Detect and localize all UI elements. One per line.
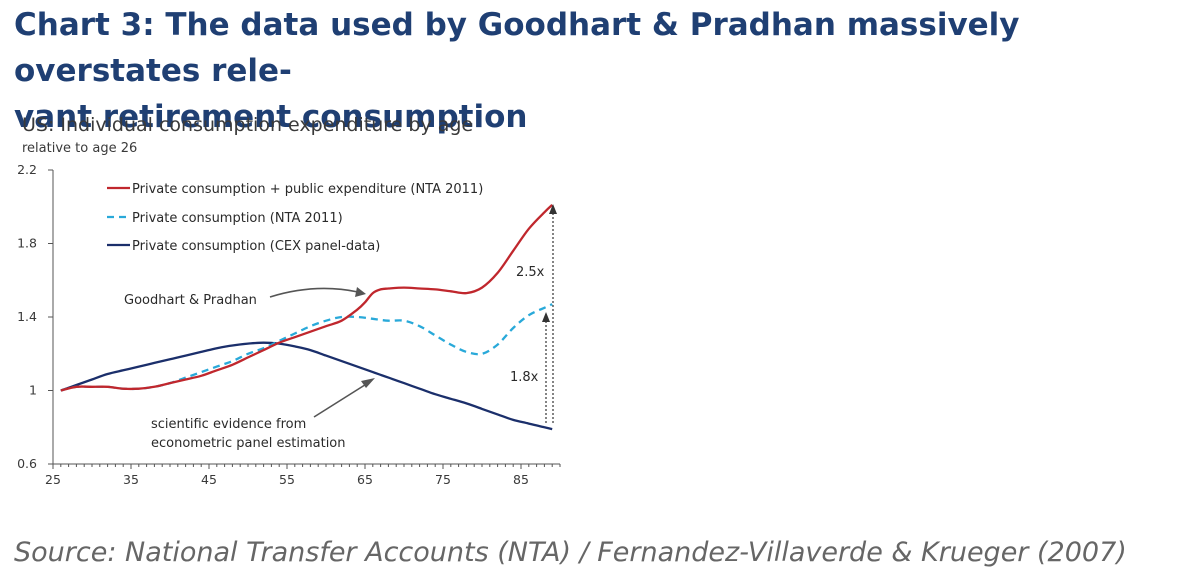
- goodhart-arrowhead: [355, 287, 366, 297]
- consumption-chart: US: Individual consumption expenditure b…: [17, 114, 561, 487]
- y-axis: 0.6 1 1.4 1.8 2.2: [17, 162, 54, 471]
- page-title-line-1: Chart 3: The data used by Goodhart & Pra…: [14, 7, 1020, 89]
- series-line-total: [60, 204, 553, 392]
- series-line-nta-private: [60, 303, 553, 392]
- y-tick-label: 0.6: [17, 456, 37, 471]
- x-tick-label: 35: [123, 472, 139, 487]
- scientific-evidence-line-2: econometric panel estimation: [151, 436, 346, 451]
- legend-label-total: Private consumption + public expenditure…: [132, 182, 483, 197]
- x-tick-label: 65: [357, 472, 373, 487]
- y-tick-label: 1.4: [17, 309, 37, 324]
- scientific-arrowhead: [361, 378, 375, 388]
- chart-units: relative to age 26: [22, 141, 137, 156]
- x-tick-label: 55: [279, 472, 295, 487]
- page-title: Chart 3: The data used by Goodhart & Pra…: [14, 2, 1189, 140]
- chart-subtitle: US: Individual consumption expenditure b…: [22, 114, 473, 136]
- x-axis: 25 35 45 55 65 75 85: [45, 463, 561, 487]
- series-line-cex: [60, 341, 553, 431]
- x-tick-label: 25: [45, 472, 61, 487]
- scientific-evidence-line-1: scientific evidence from: [151, 417, 306, 432]
- y-tick-label: 1: [29, 383, 37, 398]
- page-title-line-2: vant retirement consumption: [14, 99, 528, 135]
- series-layer: [60, 204, 553, 431]
- y-tick-label: 2.2: [17, 162, 37, 177]
- ratio-label-total: 2.5x: [516, 265, 545, 280]
- ratio-arrowhead-dashed: [542, 312, 550, 322]
- x-tick-label: 85: [513, 472, 529, 487]
- scientific-arrow: [313, 382, 369, 418]
- x-tick-label: 75: [435, 472, 451, 487]
- legend: Private consumption + public expenditure…: [107, 182, 483, 254]
- legend-item-nta-private: Private consumption (NTA 2011): [107, 211, 343, 226]
- goodhart-arrow: [269, 287, 359, 298]
- source-note: Source: National Transfer Accounts (NTA)…: [14, 537, 1127, 568]
- legend-label-cex: Private consumption (CEX panel-data): [132, 239, 380, 254]
- x-tick-label: 45: [201, 472, 217, 487]
- ratio-arrowhead-red: [549, 204, 557, 214]
- annotations: Goodhart & Pradhan scientific evidence f…: [124, 204, 557, 451]
- legend-item-cex: Private consumption (CEX panel-data): [107, 239, 380, 254]
- legend-label-nta-private: Private consumption (NTA 2011): [132, 211, 343, 226]
- goodhart-pradhan-label: Goodhart & Pradhan: [124, 293, 257, 308]
- ratio-label-private: 1.8x: [510, 370, 539, 385]
- y-tick-label: 1.8: [17, 236, 37, 251]
- legend-item-total: Private consumption + public expenditure…: [107, 182, 483, 197]
